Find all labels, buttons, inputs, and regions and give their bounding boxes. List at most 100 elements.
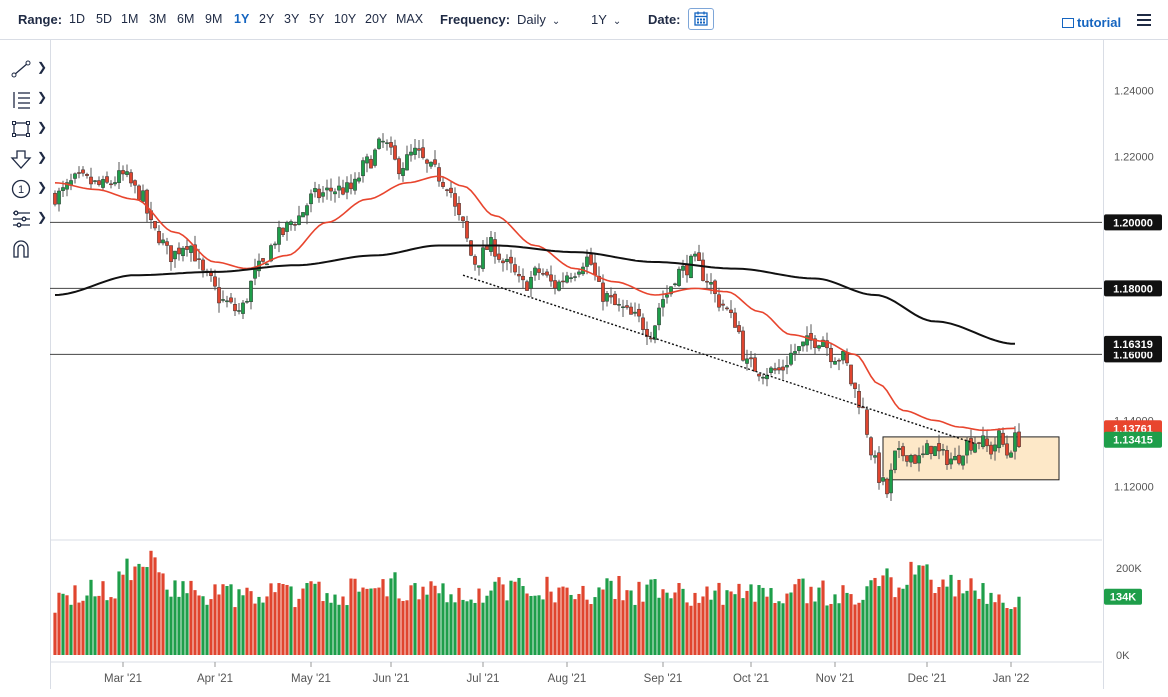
candle-body [429, 161, 433, 167]
range-6m-button[interactable]: 6M [177, 12, 195, 26]
candle-body [337, 185, 341, 191]
level-116-label: 1.16000 [1113, 349, 1153, 361]
date-picker-button[interactable] [688, 8, 714, 30]
volume-bar [705, 586, 709, 655]
range-1d-button[interactable]: 1D [69, 12, 85, 26]
line-tool-button[interactable]: ❯ [10, 58, 47, 80]
volume-bar [357, 591, 361, 655]
volume-bar [173, 580, 177, 655]
candle-body [685, 263, 689, 276]
volume-bar [309, 581, 313, 655]
range-max-button[interactable]: MAX [396, 12, 424, 26]
candle-body [77, 172, 81, 174]
volume-bar [901, 588, 905, 655]
candle-body [265, 263, 269, 266]
hamburger-menu-icon[interactable] [1137, 14, 1151, 26]
period-select[interactable]: 1Y ⌄ [591, 12, 621, 27]
volume-bar [973, 590, 977, 655]
candle-body [1001, 432, 1005, 445]
range-2y-button[interactable]: 2Y [259, 12, 275, 26]
volume-bar [605, 578, 609, 655]
volume-bar [169, 596, 173, 655]
candle-body [465, 221, 469, 239]
candle-body [661, 299, 665, 308]
candle-body [765, 374, 769, 380]
candle-body [925, 443, 929, 455]
volume-bar [425, 594, 429, 655]
counter-tool-button[interactable]: 1 ❯ [10, 178, 47, 200]
candle-body [865, 409, 869, 435]
volume-bar [609, 580, 613, 655]
candle-body [121, 170, 125, 175]
candle-body [841, 351, 845, 361]
candle-body [753, 357, 757, 372]
volume-bar [541, 599, 545, 655]
volume-bar [757, 585, 761, 655]
range-9m-button[interactable]: 9M [205, 12, 223, 26]
candle-body [441, 182, 445, 187]
candle-body [313, 188, 317, 193]
volume-bar [513, 581, 517, 655]
candle-body [545, 271, 549, 276]
volume-bar [873, 577, 877, 655]
volume-bar [389, 578, 393, 655]
frequency-select[interactable]: Daily ⌄ [517, 12, 560, 27]
candle-body [1005, 443, 1009, 456]
volume-bar [185, 593, 189, 655]
volume-bar [305, 583, 309, 655]
volume-bar [333, 594, 337, 655]
ma-long-line [54, 244, 1016, 345]
range-5d-button[interactable]: 5D [96, 12, 112, 26]
pitchfork-tool-button[interactable]: ❯ [10, 208, 48, 230]
fibonacci-tool-button[interactable]: ❯ [10, 88, 47, 110]
ma-long-label: 1.16319 [1113, 339, 1153, 351]
candle-body [637, 308, 641, 317]
candle-body [701, 259, 705, 281]
volume-bar [237, 589, 241, 655]
volume-bar [669, 598, 673, 655]
level-118-badge [1104, 280, 1162, 297]
volume-bar [845, 592, 849, 655]
level-120-label: 1.20000 [1113, 217, 1153, 229]
range-10y-button[interactable]: 10Y [334, 12, 357, 26]
range-3y-button[interactable]: 3Y [284, 12, 300, 26]
range-5y-button[interactable]: 5Y [309, 12, 325, 26]
volume-bar [229, 584, 233, 655]
candle-body [629, 306, 633, 315]
tutorial-link[interactable]: tutorial [1062, 15, 1121, 30]
range-1y-button[interactable]: 1Y [234, 12, 250, 26]
level-118-label: 1.18000 [1113, 283, 1153, 295]
volume-bar [205, 604, 209, 655]
volume-bar [377, 587, 381, 655]
volume-bar [733, 594, 737, 655]
candle-body [609, 295, 613, 298]
volume-bar [597, 587, 601, 655]
volume-bar [761, 587, 765, 655]
volume-bar [517, 577, 521, 655]
volume-bar [325, 593, 329, 655]
range-1m-button[interactable]: 1M [121, 12, 139, 26]
candle-body [173, 250, 177, 260]
x-tick-label: Aug '21 [548, 673, 587, 685]
volume-bar [113, 598, 117, 655]
volume-bar [917, 565, 921, 655]
chevron-right-icon: ❯ [37, 210, 48, 224]
volume-bar [437, 593, 441, 655]
volume-bar [473, 602, 477, 655]
candle-body [817, 345, 821, 349]
volume-bar [729, 591, 733, 655]
range-20y-button[interactable]: 20Y [365, 12, 388, 26]
range-3m-button[interactable]: 3M [149, 12, 167, 26]
arrow-tool-button[interactable]: ❯ [10, 148, 47, 170]
rectangle-tool-button[interactable]: ❯ [10, 118, 47, 140]
volume-bar [201, 596, 205, 655]
magnet-tool-button[interactable] [10, 238, 46, 260]
volume-bar [353, 578, 357, 655]
volume-bar [785, 593, 789, 655]
candle-body [649, 337, 653, 340]
volume-bar [565, 587, 569, 655]
candle-body [369, 158, 373, 169]
candle-body [725, 307, 729, 310]
candle-body [877, 452, 881, 483]
